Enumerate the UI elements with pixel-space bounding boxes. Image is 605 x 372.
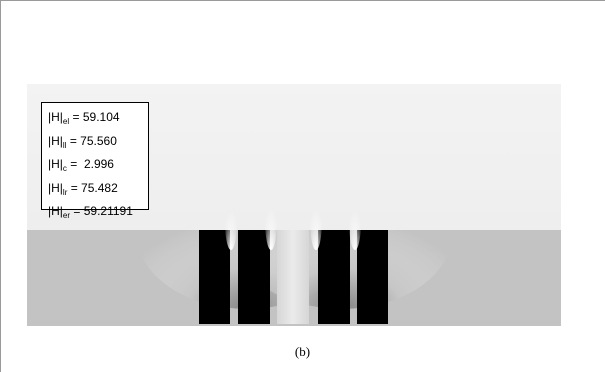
electrode-right-inner bbox=[318, 230, 350, 324]
electrode-left-inner bbox=[238, 230, 270, 324]
legend-line-ll: |H|ll = 75.560 bbox=[48, 133, 117, 150]
frame-left-border bbox=[0, 0, 1, 372]
field-values-legend: |H|el = 59.104 |H|ll = 75.560 |H|c = 2.9… bbox=[41, 102, 149, 220]
field-spark-1 bbox=[225, 194, 237, 250]
center-gap bbox=[277, 230, 309, 324]
field-spark-4 bbox=[349, 194, 361, 250]
electrode-left-outer bbox=[199, 230, 230, 324]
field-spark-3 bbox=[310, 190, 322, 250]
frame-top-border bbox=[0, 0, 605, 1]
legend-line-lr: |H|lr = 75.482 bbox=[48, 180, 118, 197]
field-spark-2 bbox=[265, 190, 277, 250]
field-simulation-figure bbox=[27, 84, 561, 326]
legend-line-el: |H|el = 59.104 bbox=[48, 110, 120, 126]
legend-line-c: |H|c = 2.996 bbox=[48, 157, 114, 173]
legend-line-er: |H|er = 59.21191 bbox=[48, 204, 133, 220]
electrode-right-outer bbox=[357, 230, 388, 324]
figure-caption: (b) bbox=[294, 344, 311, 359]
